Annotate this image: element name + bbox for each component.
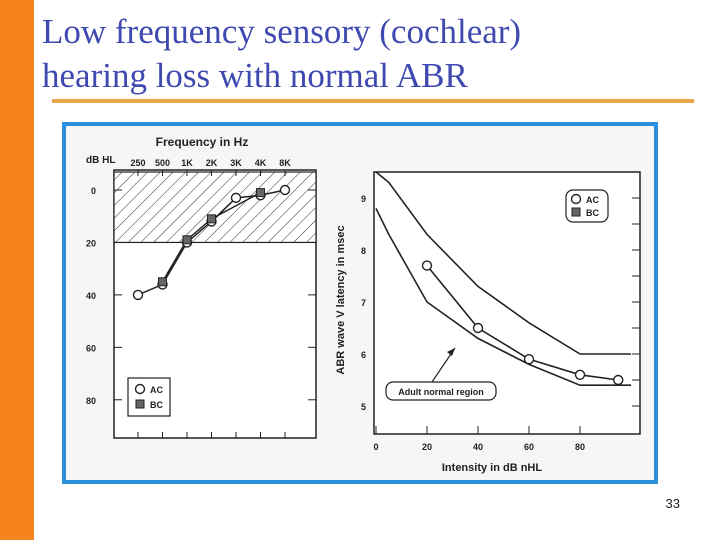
audiogram-bc-point: [207, 214, 216, 224]
audiogram-title: Frequency in Hz: [156, 135, 249, 149]
slide-title: Low frequency sensory (cochlear) hearing…: [42, 10, 682, 98]
audiogram-ac-point: [279, 184, 291, 196]
abr-chart: 0 20 40 60 80 5 6 7 8 9 Intensity in dB nHL ABR …: [335, 171, 641, 474]
abr-x-tick-label: 60: [524, 442, 534, 452]
audiogram-x-tick-label: 4K: [255, 158, 267, 168]
audiogram-bc-line: [161, 191, 261, 283]
title-underline: [52, 99, 694, 103]
audiogram-x-tick-label: 2K: [206, 158, 218, 168]
slide-title-line-1: Low frequency sensory (cochlear): [42, 12, 522, 51]
figure-frame: Frequency in Hz dB HL 250 500 1K 2K 3K 4K 8K 0…: [62, 122, 658, 484]
abr-y-tick-label: 7: [361, 298, 366, 308]
audiogram-bc-point: [158, 277, 167, 287]
abr-x-tick-label: 80: [575, 442, 585, 452]
abr-legend-ac: AC: [586, 195, 599, 205]
audiogram-legend-bc: BC: [150, 400, 163, 410]
abr-y-tick-label: 8: [361, 246, 366, 256]
audiogram-x-tick-label: 500: [155, 158, 170, 168]
audiogram-bc-point: [182, 235, 192, 245]
audiogram-legend-box: [127, 377, 171, 417]
abr-y-tick-label: 9: [361, 194, 366, 204]
abr-legend-bc: BC: [586, 208, 599, 218]
abr-ac-point: [574, 369, 586, 381]
figure-svg: Frequency in Hz dB HL 250 500 1K 2K 3K 4K 8K 0…: [86, 135, 641, 474]
abr-normal-lower-boundary: [375, 208, 631, 386]
abr-y-tick-label: 6: [361, 350, 366, 360]
audiogram-series-points: [132, 184, 291, 301]
abr-normal-upper-boundary: [375, 171, 631, 355]
audiogram-legend-ac: AC: [150, 385, 163, 395]
abr-x-tick-label: 20: [422, 442, 432, 452]
abr-y-ticks: 5 6 7 8 9: [361, 171, 640, 412]
audiogram-ac-point: [230, 192, 242, 204]
abr-x-ticks: 0 20 40 60 80: [373, 426, 585, 452]
abr-normal-region-arrowhead: [447, 348, 455, 356]
abr-ac-point: [613, 374, 624, 386]
audiogram-legend: AC BC: [127, 377, 171, 417]
abr-ac-point: [523, 353, 535, 365]
slide-number: 33: [665, 496, 680, 511]
abr-ylabel: ABR wave V latency in msec: [335, 225, 347, 374]
audiogram-x-tick-label: 8K: [279, 158, 291, 168]
audiogram-y-tick-label: 80: [86, 396, 96, 406]
audiogram-y-tick-label: 20: [86, 238, 96, 248]
slide-title-line-2: hearing loss with normal ABR: [42, 56, 468, 95]
audiogram-ylabel: dB HL: [86, 155, 115, 166]
abr-x-tick-label: 0: [373, 442, 378, 452]
audiogram-bc-point: [256, 188, 265, 198]
audiogram-y-ticks: 0 20 40 60 80: [86, 186, 316, 406]
abr-ac-point: [421, 260, 433, 271]
audiogram-y-tick-label: 0: [91, 186, 96, 196]
audiogram-legend-bc-marker: [135, 399, 145, 409]
abr-normal-region-label: Adult normal region: [398, 387, 484, 397]
abr-ac-series-points: [421, 260, 624, 386]
abr-legend-bc-marker: [571, 207, 581, 217]
audiogram-y-tick-label: 40: [86, 291, 96, 301]
audiogram-x-tick-label: 250: [130, 158, 145, 168]
audiogram-y-tick-label: 60: [86, 343, 96, 353]
audiogram-legend-ac-marker: [134, 383, 146, 395]
abr-legend: AC BC: [565, 189, 609, 223]
abr-x-tick-label: 40: [473, 442, 483, 452]
audiogram-x-tick-label: 3K: [230, 158, 242, 168]
audiogram-x-tick-label: 1K: [181, 158, 193, 168]
abr-normal-region-box: [385, 381, 497, 401]
audiogram-normal-band: [113, 171, 317, 244]
audiogram-ac-point: [132, 289, 144, 301]
abr-legend-ac-marker: [570, 193, 582, 205]
accent-bar: [0, 0, 34, 540]
abr-xlabel: Intensity in dB nHL: [442, 462, 543, 474]
abr-ac-point: [472, 322, 484, 334]
abr-normal-region-annotation: Adult normal region: [385, 347, 497, 401]
abr-y-tick-label: 5: [361, 402, 366, 412]
audiogram-x-ticks: 250 500 1K 2K 3K 4K 8K: [130, 158, 291, 438]
audiogram-chart: Frequency in Hz dB HL 250 500 1K 2K 3K 4K 8K 0…: [86, 135, 317, 439]
